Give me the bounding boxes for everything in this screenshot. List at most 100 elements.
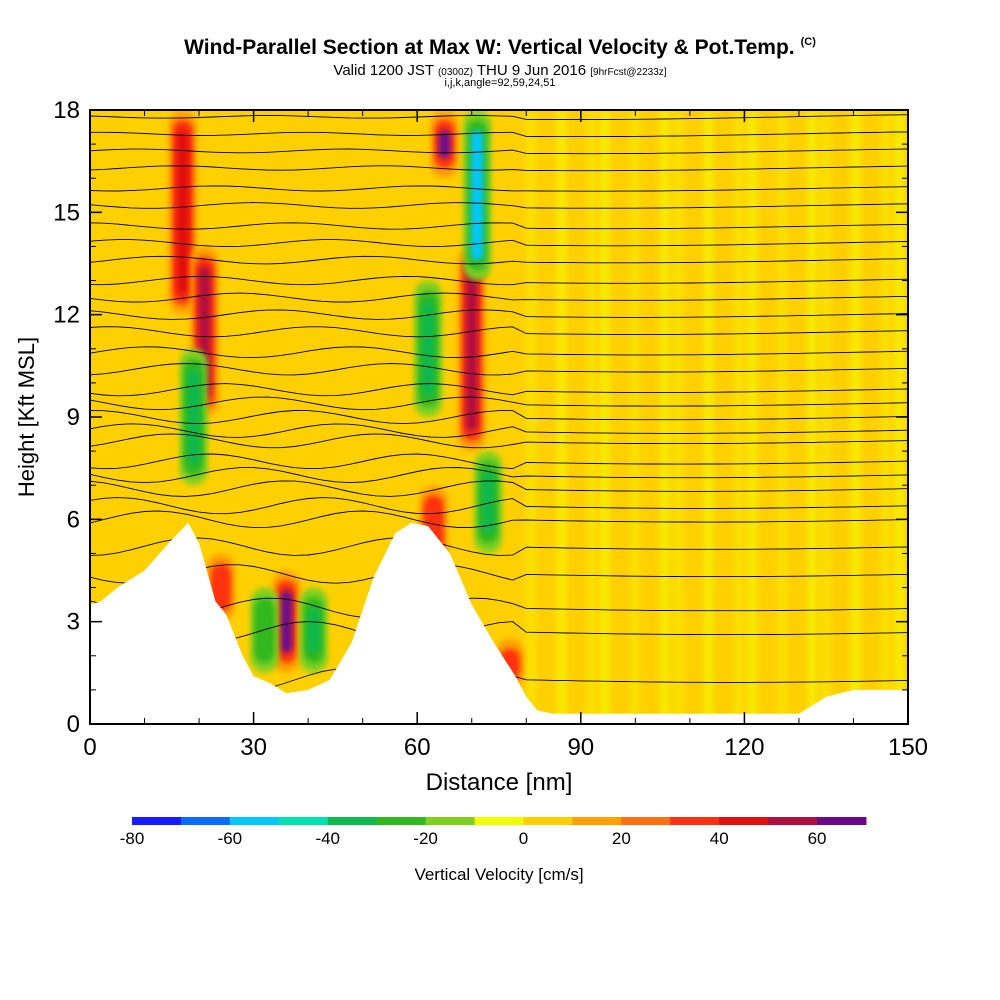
field-streak <box>820 110 831 724</box>
chart-title: Wind-Parallel Section at Max W: Vertical… <box>0 36 1000 60</box>
colorbar-swatch <box>229 817 280 825</box>
downdraft-cell <box>187 368 200 466</box>
forecast-info: [9hrFcst@2233z] <box>590 67 667 78</box>
colorbar-tick-label: -20 <box>413 829 438 848</box>
chart-title-main: Wind-Parallel Section at Max W: Vertical… <box>184 36 795 59</box>
y-tick-label: 12 <box>53 302 80 329</box>
colorbar-swatch <box>572 817 622 825</box>
field-streak <box>599 110 610 724</box>
isentrope-line <box>90 383 908 397</box>
terrain-mask <box>90 522 908 724</box>
isentrope-line <box>90 410 908 425</box>
isentrope-line <box>90 222 908 230</box>
valid-date: THU 9 Jun 2016 <box>476 62 587 79</box>
y-tick-label: 15 <box>53 199 80 226</box>
valid-time-line: Valid 1200 JST (0300Z) THU 9 Jun 2016 [9… <box>0 62 1000 79</box>
downdraft-cell <box>482 471 495 534</box>
grid-indices: i,j,k,angle=92,59,24,51 <box>444 77 556 89</box>
isentrope-line <box>90 275 908 286</box>
downdraft-cell <box>471 130 484 261</box>
field-streak <box>703 110 714 724</box>
y-tick-label: 3 <box>67 609 80 636</box>
colorbar-tick-label: 60 <box>808 829 827 848</box>
field-streak <box>673 110 684 724</box>
colorbar-swatch <box>376 817 427 825</box>
colorbar-tick-label: -60 <box>218 829 243 848</box>
colorbar-swatch <box>768 817 818 825</box>
colorbar-tick-label: 20 <box>612 829 631 848</box>
isentrope-line <box>90 202 908 209</box>
updraft-cell <box>438 130 451 159</box>
isentrope-line <box>90 326 908 338</box>
isentrope-line <box>90 346 908 359</box>
field-streak <box>850 110 861 724</box>
x-tick-label: 90 <box>567 734 594 761</box>
isentrope-line <box>90 510 908 529</box>
isentrope-line <box>90 114 908 120</box>
x-axis-label: Distance [nm] <box>426 769 573 796</box>
colorbar-swatch <box>180 817 231 825</box>
downdraft-cell <box>307 607 320 653</box>
colorbar-swatch <box>474 817 524 825</box>
isentrope-line <box>90 363 908 376</box>
valid-time-utc: (0300Z) <box>437 67 473 78</box>
isentrope-line <box>90 131 908 138</box>
x-tick-label: 150 <box>888 734 928 761</box>
isentrope-line <box>90 165 908 172</box>
field-streak <box>659 110 670 724</box>
isentrope-line <box>90 309 908 320</box>
colorbar-tick-label: -80 <box>120 829 145 848</box>
updraft-cell <box>214 573 227 602</box>
colorbar-swatch <box>621 817 671 825</box>
isentrope-line <box>90 396 908 411</box>
updraft-cell <box>280 590 293 653</box>
x-tick-label: 0 <box>83 734 96 761</box>
colorbar-tick-label: 40 <box>710 829 729 848</box>
isentrope-line <box>90 423 908 438</box>
colorbar-swatch <box>719 817 769 825</box>
y-tick-label: 0 <box>67 711 80 738</box>
field-streak <box>629 110 640 724</box>
downdraft-cell <box>258 607 271 653</box>
isentrope-line <box>90 564 908 584</box>
colorbar-swatch <box>670 817 720 825</box>
field-streak <box>733 110 744 724</box>
field-streak <box>807 110 818 724</box>
y-tick-label: 9 <box>67 404 80 431</box>
colorbar-swatch <box>817 817 867 825</box>
colorbar-swatch <box>523 817 573 825</box>
colorbar-tick-label: -40 <box>315 829 340 848</box>
y-axis-label: Height [Kft MSL] <box>14 337 39 497</box>
field-streak <box>556 110 567 724</box>
colorbar-swatch <box>278 817 329 825</box>
isentrope-line <box>90 433 908 449</box>
colorbar-swatch <box>425 817 476 825</box>
downdraft-cell <box>422 300 435 397</box>
valid-time-local: Valid 1200 JST <box>333 62 434 79</box>
field-streak <box>777 110 788 724</box>
y-tick-label: 6 <box>67 506 80 533</box>
x-tick-label: 60 <box>404 734 431 761</box>
isentrope-line <box>90 537 908 556</box>
colorbar-label: Vertical Velocity [cm/s] <box>414 865 583 884</box>
isentrope-line <box>90 467 908 484</box>
copyright-mark: (C) <box>800 36 816 48</box>
colorbar-swatch <box>327 817 378 825</box>
colorbar-tick-label: 0 <box>519 829 528 848</box>
isentrope-line <box>90 497 908 515</box>
isentrope-line <box>90 597 908 619</box>
isentrope-line <box>90 292 908 303</box>
field-streak <box>526 110 537 724</box>
isentrope-line <box>90 239 908 248</box>
updraft-cell <box>176 130 189 295</box>
x-tick-label: 30 <box>240 734 267 761</box>
y-tick-label: 18 <box>53 97 80 124</box>
isentrope-line <box>90 185 908 192</box>
colorbar-swatch <box>132 817 182 825</box>
updraft-cell <box>465 266 478 432</box>
field-streak <box>747 110 758 724</box>
isentrope-line <box>90 480 908 497</box>
field-streak <box>586 110 597 724</box>
x-tick-label: 120 <box>724 734 764 761</box>
isentrope-line <box>90 148 908 155</box>
